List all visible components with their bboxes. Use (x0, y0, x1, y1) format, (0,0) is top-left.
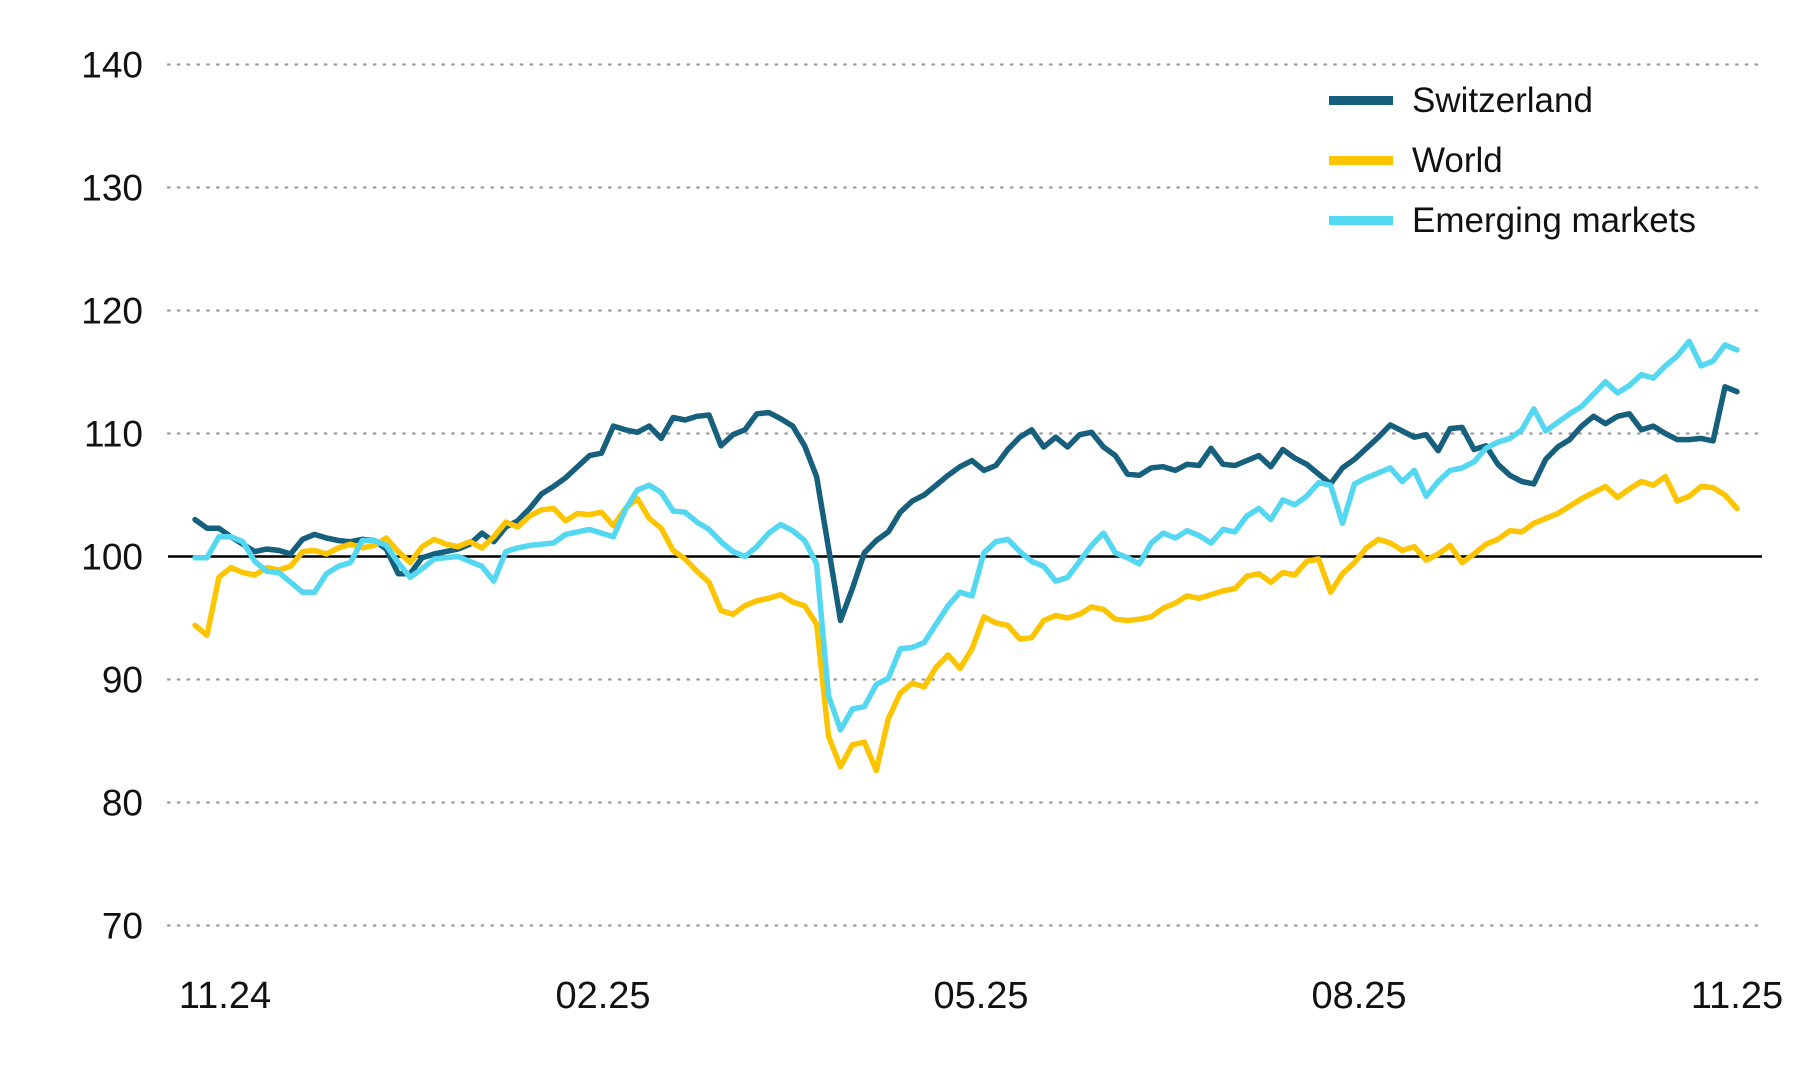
legend-label-emerging-markets: Emerging markets (1412, 200, 1696, 240)
y-axis-label-70: 70 (102, 906, 143, 947)
x-axis-label-11.25: 11.25 (1691, 975, 1783, 1017)
legend-label-world: World (1412, 140, 1503, 180)
switzerland-line-swatch (1329, 95, 1393, 105)
x-axis-label-02.25: 02.25 (555, 975, 650, 1017)
y-axis-label-110: 110 (84, 414, 143, 455)
legend-item-emerging-markets[interactable]: Emerging markets (1329, 196, 1696, 244)
y-axis-label-80: 80 (102, 783, 143, 824)
x-axis-label-05.25: 05.25 (933, 975, 1028, 1017)
x-axis-label-11.24: 11.24 (179, 975, 271, 1017)
y-axis-label-130: 130 (81, 168, 143, 209)
series-line-world (192, 473, 1740, 774)
chart-legend: Switzerland World Emerging markets (1329, 76, 1696, 244)
legend-label-switzerland: Switzerland (1412, 80, 1593, 120)
x-axis-label-08.25: 08.25 (1311, 975, 1406, 1017)
legend-item-world[interactable]: World (1329, 136, 1696, 184)
y-axis-label-100: 100 (81, 537, 143, 578)
y-axis-label-120: 120 (81, 291, 143, 332)
series-line-emerging-markets (192, 338, 1740, 733)
world-line-swatch (1329, 155, 1393, 165)
legend-item-switzerland[interactable]: Switzerland (1329, 76, 1696, 124)
emerging-markets-line-swatch (1329, 215, 1393, 225)
y-axis-label-140: 140 (81, 45, 143, 86)
series-line-switzerland (192, 384, 1740, 624)
y-axis-label-90: 90 (102, 660, 143, 701)
